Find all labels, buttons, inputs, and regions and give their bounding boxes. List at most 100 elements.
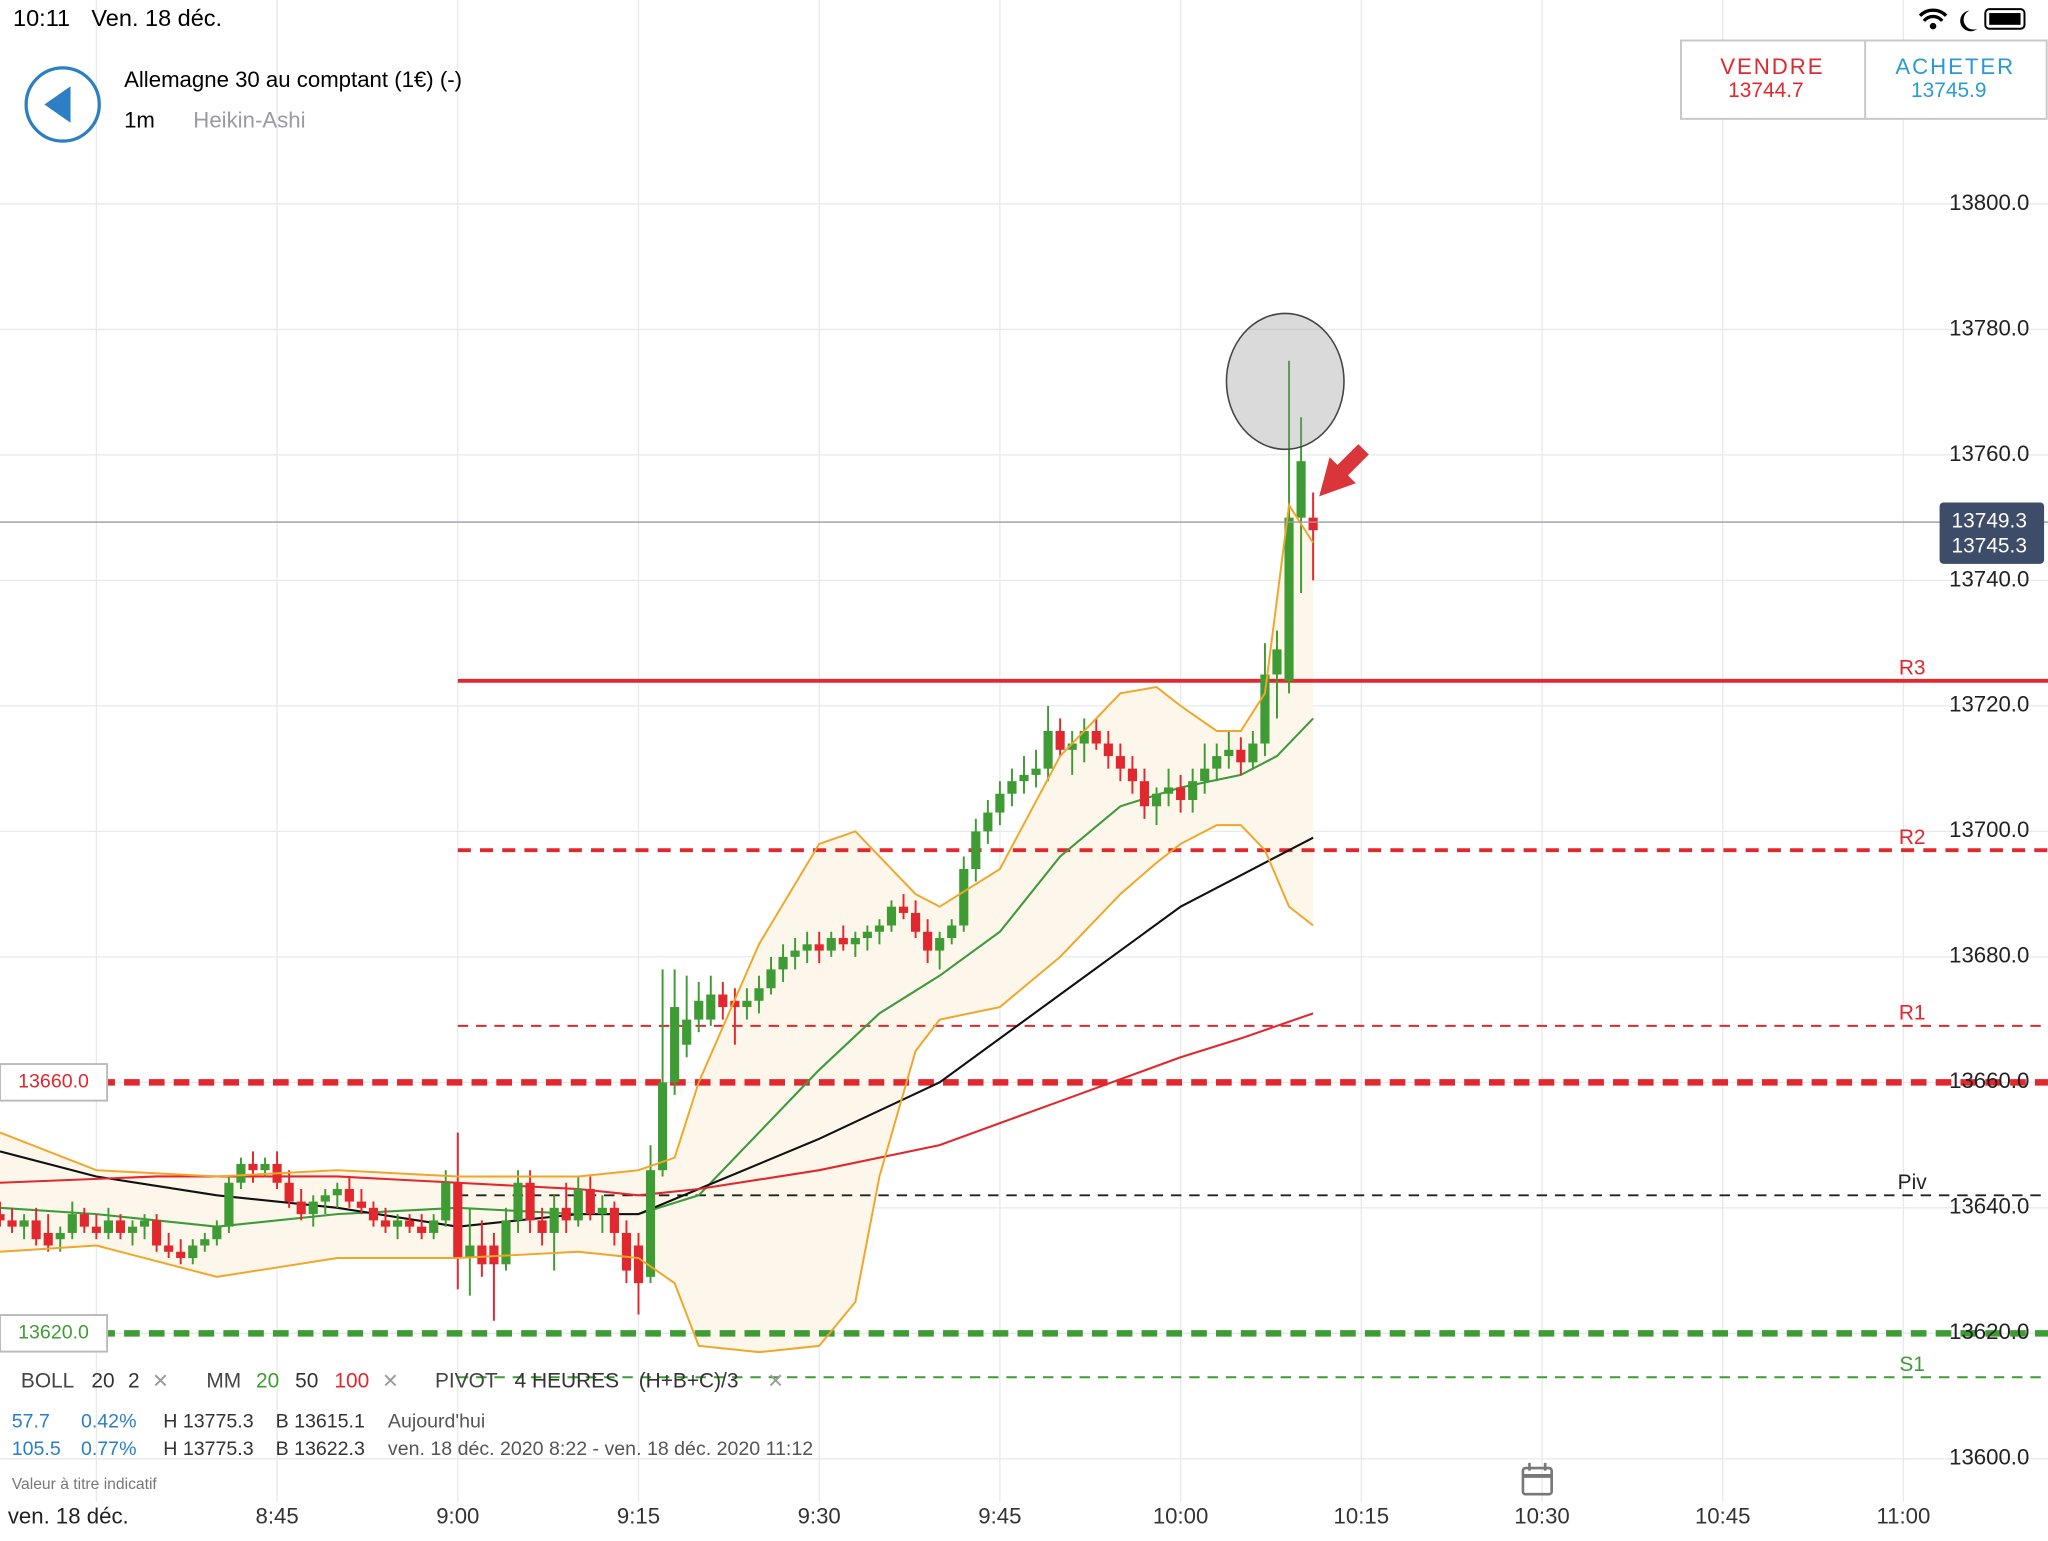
band-fill (0, 505, 1314, 1353)
candle-body (645, 1170, 656, 1277)
mm-50: 50 (295, 1369, 318, 1392)
candle-body (561, 1207, 571, 1221)
remove-icon[interactable]: × (383, 1365, 398, 1395)
sell-label: VENDRE (1720, 54, 1824, 79)
y-tick-label: 13640.0 (1949, 1194, 2029, 1219)
candle-body (501, 1220, 511, 1265)
x-tick-label: 9:00 (436, 1504, 479, 1529)
candle-body (1103, 743, 1113, 757)
candle-body (850, 938, 860, 945)
candle-body (236, 1163, 246, 1183)
y-tick-label: 13760.0 (1949, 441, 2029, 466)
candle-body (91, 1226, 101, 1233)
status-date: Ven. 18 déc. (91, 5, 222, 31)
indicator-legend: BOLL 20 2 × MM 20 50 100 × PIVOT 4 HEURE… (12, 1365, 813, 1493)
calendar-icon[interactable] (1521, 1462, 1553, 1496)
level-label: S1 (1899, 1353, 1925, 1376)
x-tick-label: 9:15 (617, 1504, 660, 1529)
axis-date: ven. 18 déc. (8, 1504, 129, 1529)
remove-icon[interactable]: × (153, 1365, 168, 1395)
instrument-title: Allemagne 30 au comptant (1€) (-) (124, 67, 462, 92)
candle-body (188, 1245, 198, 1259)
candle-body (1188, 781, 1198, 800)
candle-body (392, 1220, 403, 1227)
candle-body (1079, 730, 1089, 744)
candle-body (911, 912, 921, 932)
candle-body (55, 1232, 65, 1240)
candle-body (1260, 674, 1270, 744)
candle-body (284, 1182, 294, 1202)
pivot-formula: (H+B+C)/3 (639, 1369, 739, 1392)
plot (0, 0, 2048, 1503)
candle-body (79, 1214, 89, 1227)
candle-body (103, 1220, 113, 1233)
candle-body (1067, 743, 1077, 750)
buy-label[interactable]: ACHETER (1895, 54, 2015, 79)
interval[interactable]: 1m (124, 107, 155, 132)
candle-body (127, 1226, 138, 1233)
candle-body (489, 1245, 499, 1265)
low: B 13615.1 (276, 1411, 365, 1433)
candle-body (417, 1226, 427, 1233)
candle-body (802, 944, 812, 951)
candle-body (139, 1220, 150, 1227)
candle-body (115, 1220, 126, 1233)
period: Aujourd'hui (388, 1411, 485, 1433)
y-tick-label: 13780.0 (1949, 315, 2029, 340)
x-tick-label: 9:45 (978, 1504, 1021, 1529)
candle-body (513, 1182, 523, 1221)
candle-body (1115, 756, 1125, 769)
price-badge-label: 13745.3 (1951, 534, 2026, 557)
candle-body (621, 1232, 632, 1271)
candle-body (356, 1201, 366, 1208)
candle-body (1007, 781, 1017, 794)
candle-body (971, 831, 981, 870)
level-badge (0, 1063, 109, 1102)
disclaimer: Valeur à titre indicatif (12, 1476, 158, 1493)
candle-body (67, 1214, 77, 1233)
arrow (1319, 444, 1369, 497)
candle-body (1200, 768, 1210, 782)
x-tick-label: 10:15 (1334, 1504, 1390, 1529)
level-badge (0, 1314, 109, 1353)
x-tick-label: 9:30 (798, 1504, 841, 1529)
candle-body (935, 938, 945, 951)
candle-body (1163, 787, 1174, 794)
range: 57.7 (12, 1411, 50, 1433)
candle-body (898, 906, 909, 913)
boll-label: BOLL (21, 1369, 74, 1392)
level-axis-label: 13620.0 (1949, 1319, 2029, 1344)
candle-body (405, 1220, 415, 1227)
highlight-circle (1225, 312, 1345, 451)
candle-body (224, 1182, 234, 1227)
range-pct: 0.77% (81, 1438, 137, 1460)
y-tick-label: 13800.0 (1949, 190, 2029, 215)
candle-body (248, 1163, 258, 1171)
candle-body (983, 812, 993, 832)
candle-body (43, 1232, 53, 1246)
price-badge (1939, 502, 2045, 564)
mm-100: 100 (334, 1369, 369, 1392)
candle-body (0, 1214, 5, 1221)
pivot-period: 4 HEURES (515, 1369, 619, 1392)
mm-20: 20 (256, 1369, 279, 1392)
candle-body (597, 1207, 607, 1215)
remove-icon[interactable]: × (768, 1365, 783, 1395)
candle-body (838, 938, 848, 945)
candle-body (1296, 461, 1306, 518)
candle-body (573, 1189, 583, 1221)
candle-body (549, 1207, 559, 1233)
candle-body (1151, 793, 1162, 807)
candle-body (477, 1245, 487, 1265)
status-icons (1918, 8, 2026, 32)
y-tick-label: 13720.0 (1949, 692, 2029, 717)
candle-body (1248, 743, 1258, 763)
candle-body (1043, 730, 1053, 769)
moving-average (0, 836, 1314, 1228)
candle-body (609, 1207, 619, 1233)
candle-body (320, 1195, 330, 1202)
chart-style[interactable]: Heikin-Ashi (193, 107, 305, 132)
candle-body (923, 931, 933, 951)
sell-button[interactable] (1679, 39, 2048, 120)
candle-body (778, 956, 788, 970)
